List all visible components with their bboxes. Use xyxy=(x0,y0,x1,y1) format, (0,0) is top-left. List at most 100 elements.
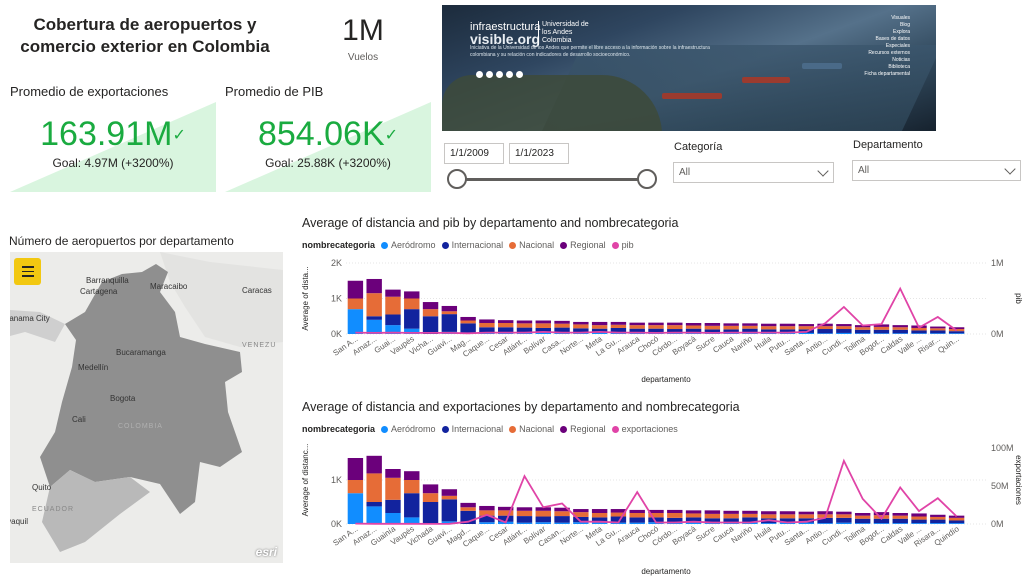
departamento-dropdown[interactable]: All xyxy=(852,160,1021,181)
date-slider-end-handle[interactable] xyxy=(637,169,657,189)
bar-segment xyxy=(761,523,777,524)
bar-segment xyxy=(648,325,664,329)
banner-menu-item[interactable]: Biblioteca xyxy=(888,64,910,70)
bar-segment xyxy=(873,324,890,327)
bar-segment xyxy=(930,519,946,524)
legend-item-nacional[interactable]: Nacional xyxy=(509,424,554,434)
bar-segment xyxy=(817,523,833,524)
bar-segment xyxy=(911,327,927,331)
map-city-label: Medellín xyxy=(78,363,109,372)
bar-segment xyxy=(779,518,796,523)
bar-segment xyxy=(460,323,476,334)
bar-segment xyxy=(366,278,382,294)
linkedin-icon[interactable] xyxy=(516,71,523,78)
categoria-dropdown-value: All xyxy=(679,167,691,178)
bar-segment xyxy=(441,311,458,315)
bar-segment xyxy=(723,513,739,519)
bar-segment xyxy=(629,322,645,326)
y-tick-label: 2K xyxy=(331,258,342,268)
bar-segment xyxy=(591,321,608,326)
bar-segment xyxy=(704,523,721,524)
bar-segment xyxy=(497,327,514,333)
categoria-dropdown[interactable]: All xyxy=(673,162,834,183)
bar-segment xyxy=(535,516,551,523)
legend-item-nacional[interactable]: Nacional xyxy=(509,240,554,250)
bar-segment xyxy=(779,326,796,330)
bar-segment xyxy=(761,326,777,330)
bar-segment xyxy=(573,324,589,329)
bar-segment xyxy=(554,320,570,324)
bar-segment xyxy=(479,327,495,333)
infraestructura-visible-banner[interactable]: infraestructura visible.org Universidad … xyxy=(442,5,936,131)
banner-menu-item[interactable]: Ficha departamental xyxy=(864,71,910,77)
date-slider-track[interactable] xyxy=(456,178,648,181)
bar-segment xyxy=(873,329,890,334)
legend-item-aerodromo[interactable]: Aeródromo xyxy=(381,240,436,250)
bar-segment xyxy=(385,296,401,315)
chart-exportaciones-legend: nombrecategoria Aeródromo Internacional … xyxy=(302,424,684,434)
map-menu-button[interactable] xyxy=(14,258,41,285)
bar-segment xyxy=(366,502,382,507)
date-end-input[interactable]: 1/1/2023 xyxy=(509,143,569,164)
bar-segment xyxy=(441,521,458,524)
instagram-icon[interactable] xyxy=(506,71,513,78)
bar-segment xyxy=(404,291,420,299)
bar-segment xyxy=(798,518,815,523)
legend-item-exportaciones[interactable]: exportaciones xyxy=(611,424,678,434)
bar-segment xyxy=(948,331,965,334)
bar-segment xyxy=(911,330,927,334)
bar-segment xyxy=(591,517,608,523)
bar-segment xyxy=(723,518,739,523)
bar-segment xyxy=(497,320,514,323)
bar-segment xyxy=(479,505,495,511)
banner-menu-item[interactable]: Bases de datos xyxy=(875,36,910,42)
airports-map[interactable]: Barranquilla Maracaibo Cartagena Caracas… xyxy=(10,252,283,563)
y-tick-label: 0K xyxy=(331,519,342,529)
date-start-input[interactable]: 1/1/2009 xyxy=(444,143,504,164)
legend-item-aerodromo[interactable]: Aeródromo xyxy=(381,424,436,434)
legend-item-regional[interactable]: Regional xyxy=(560,424,606,434)
y2-tick-label: 0M xyxy=(991,519,1004,529)
bar-segment xyxy=(610,321,627,325)
chart-exportaciones[interactable]: 0K 1K 0M 50M 100M Average of distanc... export… xyxy=(298,436,1025,578)
kpi-pib-trend-area xyxy=(225,102,431,192)
vuelos-label: Vuelos xyxy=(347,52,379,63)
chart-pib[interactable]: 0K 1K 2K 0M 1M Average of dista... pib departam… xyxy=(298,252,1025,386)
bar-segment xyxy=(610,512,627,517)
banner-social-icons xyxy=(476,71,523,78)
youtube-icon[interactable] xyxy=(496,71,503,78)
facebook-icon[interactable] xyxy=(476,71,483,78)
banner-menu-item[interactable]: Recursos externos xyxy=(868,50,910,56)
bar-segment xyxy=(347,280,364,299)
bar-segment xyxy=(460,507,476,511)
kpi-pib: Promedio de PIB 854.06K✓ Goal: 25.88K (+… xyxy=(225,84,431,192)
date-slider-start-handle[interactable] xyxy=(447,169,467,189)
kpi-pib-title: Promedio de PIB xyxy=(225,84,324,99)
legend-item-pib[interactable]: pib xyxy=(611,240,634,250)
bar-segment xyxy=(366,319,382,334)
banner-menu-item[interactable]: Explora xyxy=(893,29,910,35)
banner-menu-item[interactable]: Visuales xyxy=(891,15,910,21)
bar-segment xyxy=(591,509,608,513)
twitter-icon[interactable] xyxy=(486,71,493,78)
bar-segment xyxy=(836,324,852,327)
bar-segment xyxy=(742,510,758,514)
bar-segment xyxy=(854,329,871,334)
legend-item-internacional[interactable]: Internacional xyxy=(441,240,503,250)
bar-segment xyxy=(629,517,645,523)
legend-item-internacional[interactable]: Internacional xyxy=(441,424,503,434)
legend-item-regional[interactable]: Regional xyxy=(560,240,606,250)
bar-segment xyxy=(535,332,551,334)
bar-segment xyxy=(836,511,852,515)
bar-segment xyxy=(535,327,551,333)
banner-menu-item[interactable]: Blog xyxy=(899,22,910,28)
map-city-label: Maracaibo xyxy=(150,282,188,291)
bar-segment xyxy=(873,515,890,519)
bar-segment xyxy=(554,516,570,523)
bar-segment xyxy=(836,522,852,524)
banner-menu-item[interactable]: Especiales xyxy=(885,43,910,49)
bar-segment xyxy=(648,517,664,523)
banner-menu-item[interactable]: Noticias xyxy=(892,57,910,63)
bar-segment xyxy=(761,333,777,334)
bar-segment xyxy=(667,509,683,513)
